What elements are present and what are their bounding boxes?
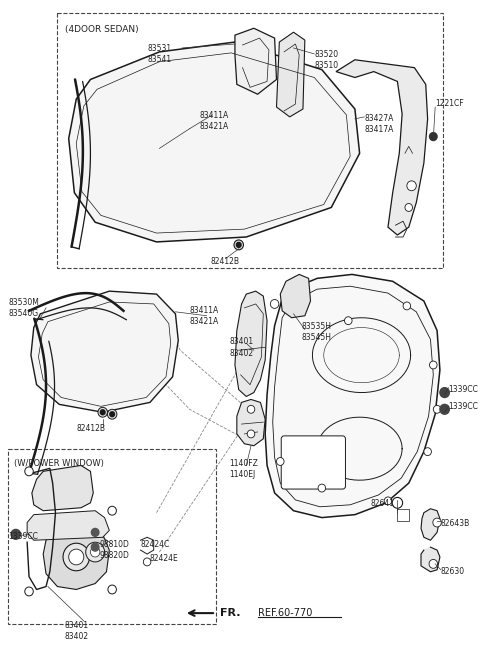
Text: 83427A
83417A: 83427A 83417A [364,114,394,134]
Polygon shape [336,60,428,235]
Polygon shape [265,274,440,517]
Circle shape [98,408,108,417]
Text: 83401
83402: 83401 83402 [229,337,253,357]
Text: 83531
83541: 83531 83541 [147,44,171,64]
Text: 1339CC: 1339CC [448,402,478,412]
Text: FR.: FR. [220,608,240,618]
Polygon shape [235,28,276,94]
FancyBboxPatch shape [281,436,346,489]
Text: REF.60-770: REF.60-770 [258,608,312,618]
Text: 82424E: 82424E [150,554,179,563]
Circle shape [405,204,412,212]
Text: (4DOOR SEDAN): (4DOOR SEDAN) [65,25,139,34]
Circle shape [25,587,33,596]
Circle shape [100,410,105,415]
Text: 82412B: 82412B [77,424,106,433]
Circle shape [144,558,151,566]
Circle shape [424,448,432,455]
Circle shape [403,302,410,310]
Circle shape [11,530,21,539]
Circle shape [90,547,100,557]
Text: 82424C: 82424C [141,541,170,550]
Circle shape [247,405,255,413]
Circle shape [430,361,437,369]
Polygon shape [32,466,93,511]
Polygon shape [421,509,440,541]
Polygon shape [276,32,305,117]
Text: (W/POWER WINDOW): (W/POWER WINDOW) [14,459,104,468]
Circle shape [318,484,325,492]
Circle shape [91,528,99,536]
Circle shape [407,181,416,191]
Polygon shape [43,528,109,590]
Circle shape [430,133,437,141]
Circle shape [433,518,441,527]
Text: 83530M
83540G: 83530M 83540G [8,298,39,318]
Text: 83411A
83421A: 83411A 83421A [199,111,228,131]
Text: 82630: 82630 [441,567,465,576]
Circle shape [270,299,279,308]
Circle shape [440,404,449,414]
Polygon shape [280,274,311,318]
Text: 82641: 82641 [370,499,394,508]
Circle shape [429,559,438,568]
Text: 83535H
83545H: 83535H 83545H [301,322,331,342]
Circle shape [234,240,243,250]
Bar [8,449,216,624]
Text: 82643B: 82643B [441,519,470,528]
Circle shape [440,388,449,397]
Circle shape [91,543,99,551]
Text: 1339CC: 1339CC [8,532,38,541]
Text: 83520
83510: 83520 83510 [314,50,338,70]
Circle shape [25,467,33,476]
Text: 98810D
98820D: 98810D 98820D [100,541,130,561]
Text: 1140FZ
1140EJ: 1140FZ 1140EJ [229,459,258,479]
Circle shape [110,412,115,417]
Polygon shape [27,511,109,541]
Text: 82412B: 82412B [211,257,240,266]
Text: 1221CF: 1221CF [435,99,464,108]
Polygon shape [69,42,360,242]
Polygon shape [235,291,267,397]
Text: 83401
83402: 83401 83402 [64,621,88,641]
Circle shape [247,430,255,438]
Circle shape [384,497,392,505]
Circle shape [392,497,403,508]
Circle shape [108,410,117,419]
Circle shape [108,585,117,594]
Bar [58,14,443,268]
Circle shape [345,317,352,324]
Circle shape [108,506,117,515]
Circle shape [433,405,441,413]
Circle shape [86,542,105,562]
Text: 83411A
83421A: 83411A 83421A [190,306,219,326]
Circle shape [69,549,84,565]
Circle shape [236,243,241,247]
Polygon shape [421,547,440,571]
Circle shape [63,543,89,571]
Text: 1339CC: 1339CC [448,384,478,393]
Circle shape [276,457,284,466]
Polygon shape [31,291,178,412]
Polygon shape [237,399,265,446]
